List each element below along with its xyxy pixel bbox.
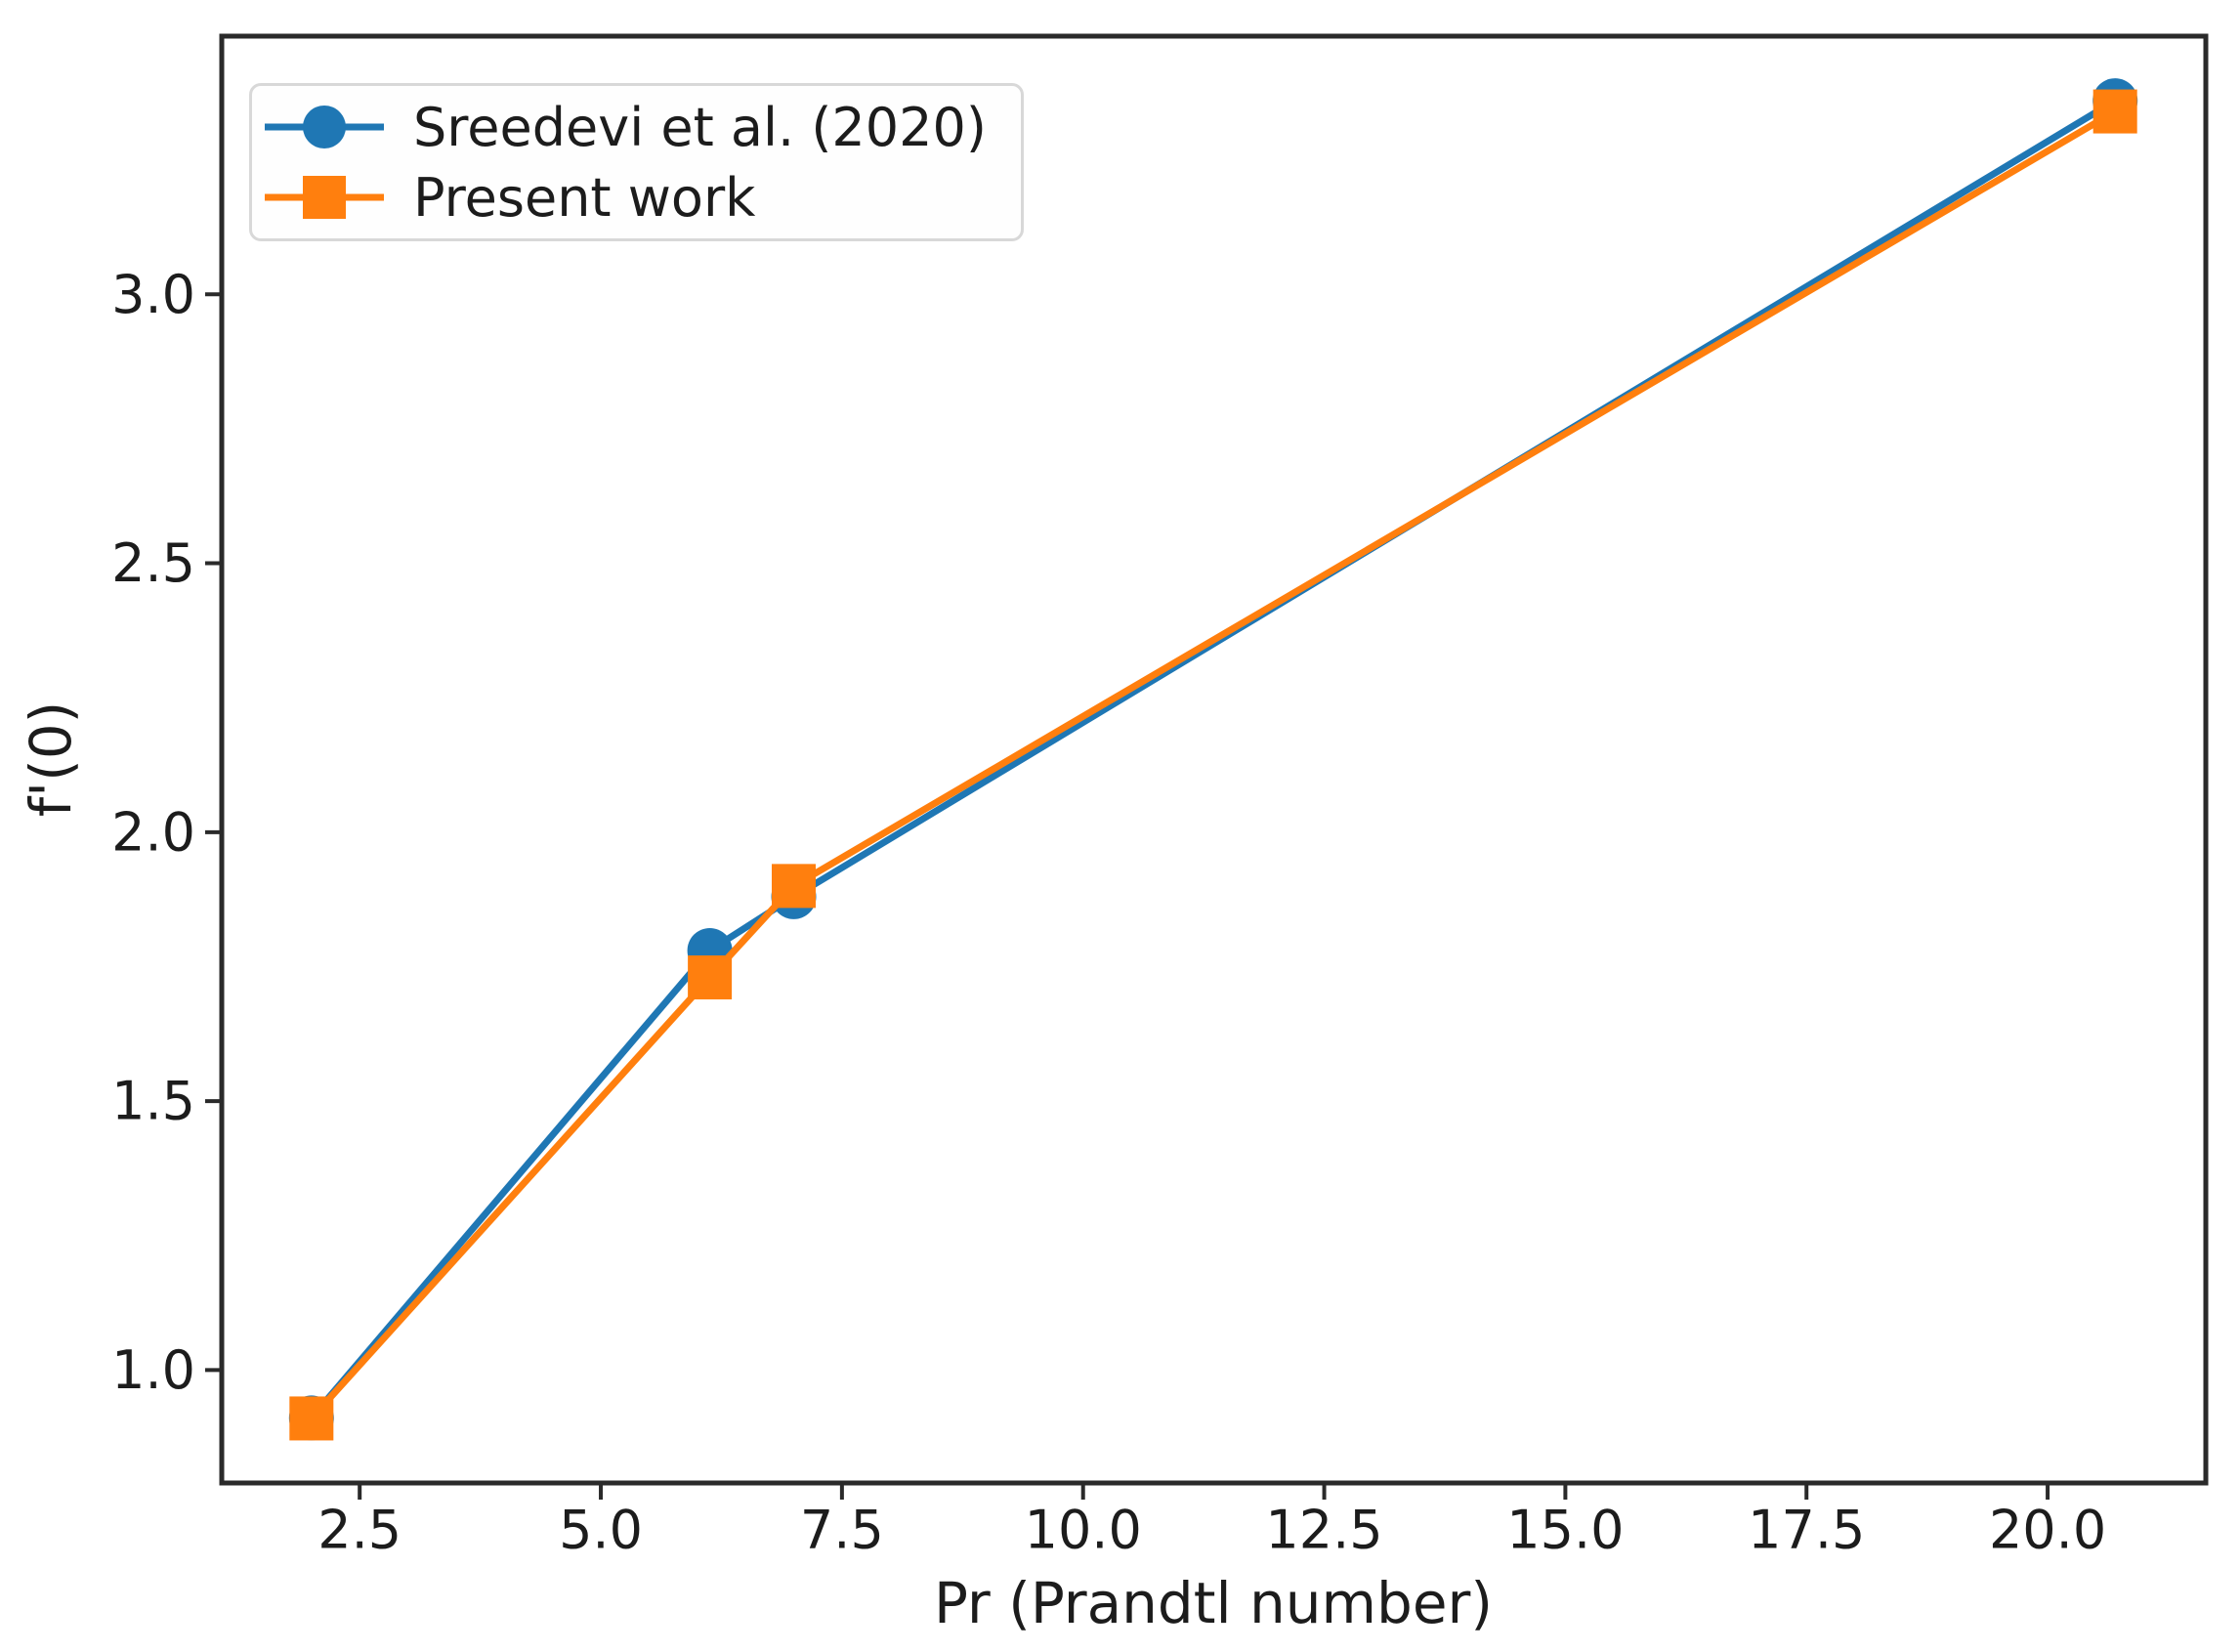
x-tick-label: 2.5 [317,1500,402,1561]
x-tick-label: 15.0 [1506,1500,1624,1561]
legend-circle-marker-icon [265,106,384,148]
legend-item-sreedevi: Sreedevi et al. (2020) [265,96,1021,158]
y-axis-title: f'(0) [18,700,84,818]
x-tick-label: 7.5 [800,1500,884,1561]
y-tick-label: 1.0 [111,1339,195,1401]
legend-label: Present work [413,166,756,229]
y-tick-label: 2.5 [111,532,195,594]
x-tick-label: 12.5 [1265,1500,1382,1561]
data-point-square [772,864,817,909]
data-point-square [688,954,733,999]
legend-label: Sreedevi et al. (2020) [413,96,987,158]
legend-item-present-work: Present work [265,166,1021,229]
legend: Sreedevi et al. (2020) Present work [249,83,1024,241]
legend-square-glyph [303,176,346,219]
legend-square-marker-icon [265,176,384,219]
x-tick-label: 17.5 [1748,1500,1865,1561]
axes-spines [219,33,2209,1486]
y-tick-label: 2.0 [111,801,195,863]
x-tick-label: 10.0 [1025,1500,1142,1561]
x-tick-label: 5.0 [559,1500,643,1561]
series-line-present-work [308,107,2119,1422]
legend-circle-glyph [303,106,346,148]
y-tick-label: 3.0 [111,264,195,325]
data-point-square [2092,89,2137,134]
x-axis-title: Pr (Prandtl number) [933,1570,1494,1636]
x-tick-label: 20.0 [1989,1500,2106,1561]
y-tick-label: 1.5 [111,1071,195,1132]
plot-area [222,36,2206,1483]
data-point-square [289,1396,334,1441]
